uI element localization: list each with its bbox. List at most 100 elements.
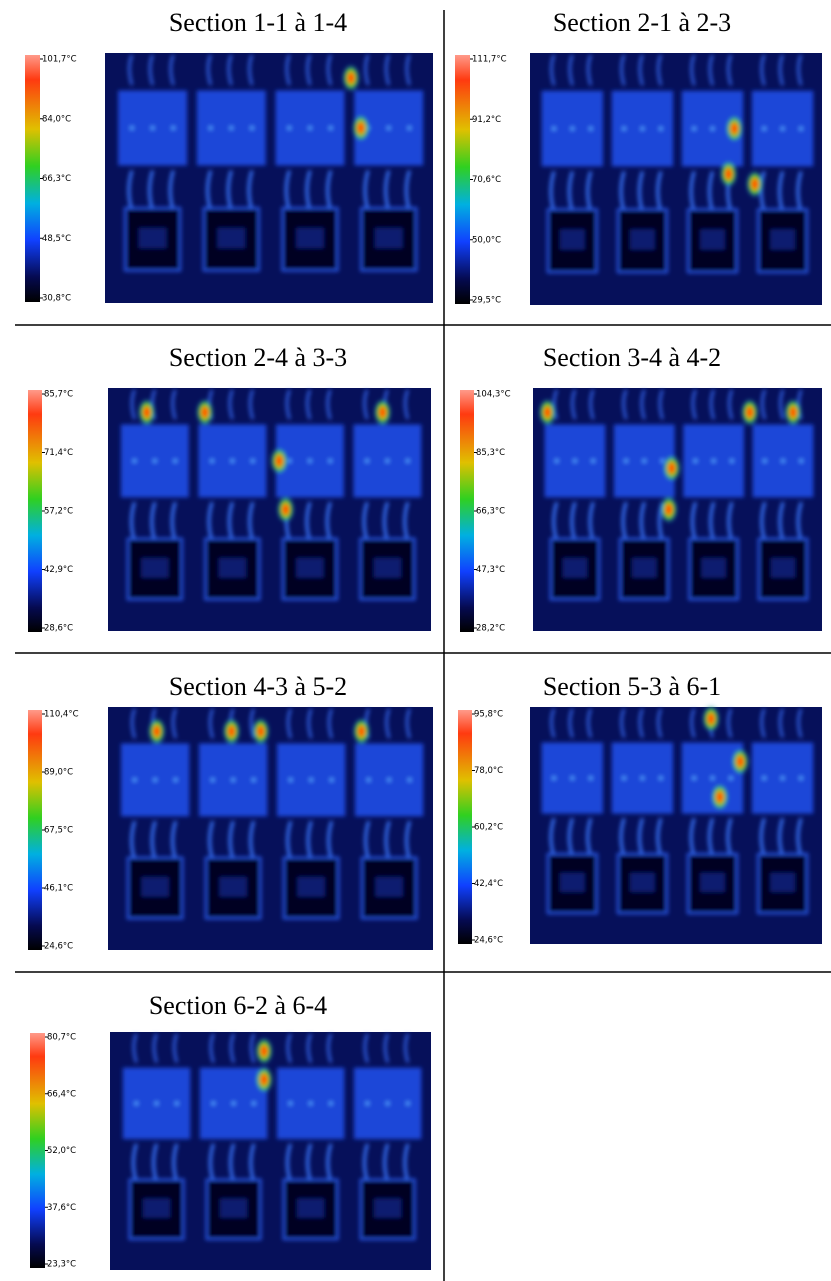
breaker-dot xyxy=(570,776,575,781)
breaker-dot xyxy=(405,1101,410,1106)
breaker-dot xyxy=(407,126,412,130)
scale-label: 46,1°C xyxy=(44,884,73,894)
wire-top xyxy=(586,54,592,86)
breaker-dot xyxy=(250,458,255,463)
breaker-dot xyxy=(288,1101,293,1106)
breaker-dot xyxy=(572,458,577,463)
thermal-panel: Section 1-1 à 1-4 101,7°C 84,0°C 66,3°C 48,5… xyxy=(25,8,433,304)
wire-top xyxy=(778,708,784,738)
hot-spot xyxy=(662,454,681,483)
wire-top xyxy=(385,708,391,739)
scale-label: 24,6°C xyxy=(474,936,503,946)
wire-top xyxy=(307,708,313,739)
thermal-panel: Section 6-2 à 6-4 80,7°C 66,4°C 52,0°C 37,6°… xyxy=(30,991,431,1270)
breaker-dot xyxy=(152,458,157,463)
wire-top xyxy=(363,389,369,420)
wire-top xyxy=(326,54,332,86)
hot-spot xyxy=(222,717,241,746)
color-scale xyxy=(28,390,42,632)
wire-top xyxy=(248,389,254,420)
wire-top xyxy=(209,1033,215,1063)
breaker-dot xyxy=(624,458,629,463)
image-detail xyxy=(118,54,424,272)
wire-top xyxy=(760,54,766,86)
wire-top xyxy=(620,708,626,738)
hot-spot xyxy=(255,1037,274,1066)
wire-top xyxy=(404,1033,410,1063)
scale-label: 29,5°C xyxy=(472,296,501,306)
wire-top xyxy=(229,1033,235,1063)
scale-label: 104,3°C xyxy=(476,390,511,400)
wire-top xyxy=(326,389,332,420)
contactor-face xyxy=(770,558,796,578)
wire-top xyxy=(797,54,803,86)
breaker-dot xyxy=(308,1101,313,1106)
contactor-face xyxy=(297,877,325,897)
scale-label: 67,5°C xyxy=(44,826,73,836)
breaker-dot xyxy=(129,126,134,130)
breaker-dot xyxy=(249,126,254,130)
thermal-panel: Section 4-3 à 5-2 110,4°C 89,0°C 67,5°C 46,1… xyxy=(28,672,433,952)
breaker-dot xyxy=(386,126,391,130)
section-title: Section 2-1 à 2-3 xyxy=(553,8,731,37)
contactor-face xyxy=(297,1198,325,1218)
contactor xyxy=(616,208,668,274)
scale-label: 85,7°C xyxy=(44,390,73,400)
hot-spot xyxy=(195,398,214,427)
scale-label: 91,2°C xyxy=(472,115,501,125)
wire-top xyxy=(130,389,136,420)
thermal-panel: Section 2-1 à 2-3 111,7°C 91,2°C 70,6°C 50,0… xyxy=(455,8,822,306)
hot-spot xyxy=(731,747,750,776)
contactor-face xyxy=(143,1198,171,1218)
wire-top xyxy=(691,389,697,420)
breaker-dot xyxy=(210,458,215,463)
scale-label: 24,6°C xyxy=(44,942,73,952)
scale-label: 60,2°C xyxy=(474,823,503,833)
breaker-dot xyxy=(132,777,137,782)
hot-spot xyxy=(538,398,557,427)
wire-top xyxy=(568,54,574,86)
breaker-dot xyxy=(798,776,803,781)
wire-top xyxy=(405,54,411,86)
wire-top xyxy=(622,389,628,420)
wire-top xyxy=(797,708,803,738)
hot-spot xyxy=(373,398,392,427)
scale-label: 42,4°C xyxy=(474,879,503,889)
scale-label: 78,0°C xyxy=(474,766,503,776)
wire-top xyxy=(306,389,312,420)
wire-top xyxy=(779,389,785,420)
wire-top xyxy=(173,1033,178,1063)
color-scale xyxy=(28,710,42,950)
breaker-dot xyxy=(622,776,627,781)
grid-lines xyxy=(15,10,831,1281)
color-scale xyxy=(25,55,40,302)
breaker-dot xyxy=(591,458,596,463)
hot-spot xyxy=(137,398,156,427)
breaker-dot xyxy=(365,1101,370,1106)
wire-top xyxy=(728,389,734,420)
hot-spot xyxy=(784,398,803,427)
scale-label: 66,3°C xyxy=(476,507,505,517)
contactor-face xyxy=(296,558,324,578)
wire-top xyxy=(690,54,696,86)
wire-top xyxy=(286,708,292,739)
breaker-dot xyxy=(588,126,593,131)
wire-top xyxy=(657,708,663,738)
image-detail xyxy=(120,389,422,601)
wire-top xyxy=(285,54,291,86)
wire-top xyxy=(657,54,663,86)
thermal-image xyxy=(530,53,822,305)
color-scale xyxy=(460,390,474,632)
breaker-dot xyxy=(551,776,556,781)
breaker-dot xyxy=(780,458,785,463)
thermal-panel: Section 5-3 à 6-1 95,8°C 78,0°C 60,2°C 42,4°… xyxy=(458,672,822,946)
breaker-dot xyxy=(229,126,234,130)
breaker-dot xyxy=(328,1101,333,1106)
contactor-face xyxy=(700,872,725,892)
scale-label: 48,5°C xyxy=(42,234,71,244)
breaker-dot xyxy=(588,776,593,781)
contactor xyxy=(128,1178,185,1241)
breaker-dot xyxy=(660,458,665,463)
hot-spot xyxy=(710,783,729,812)
contactor-face xyxy=(218,558,246,578)
